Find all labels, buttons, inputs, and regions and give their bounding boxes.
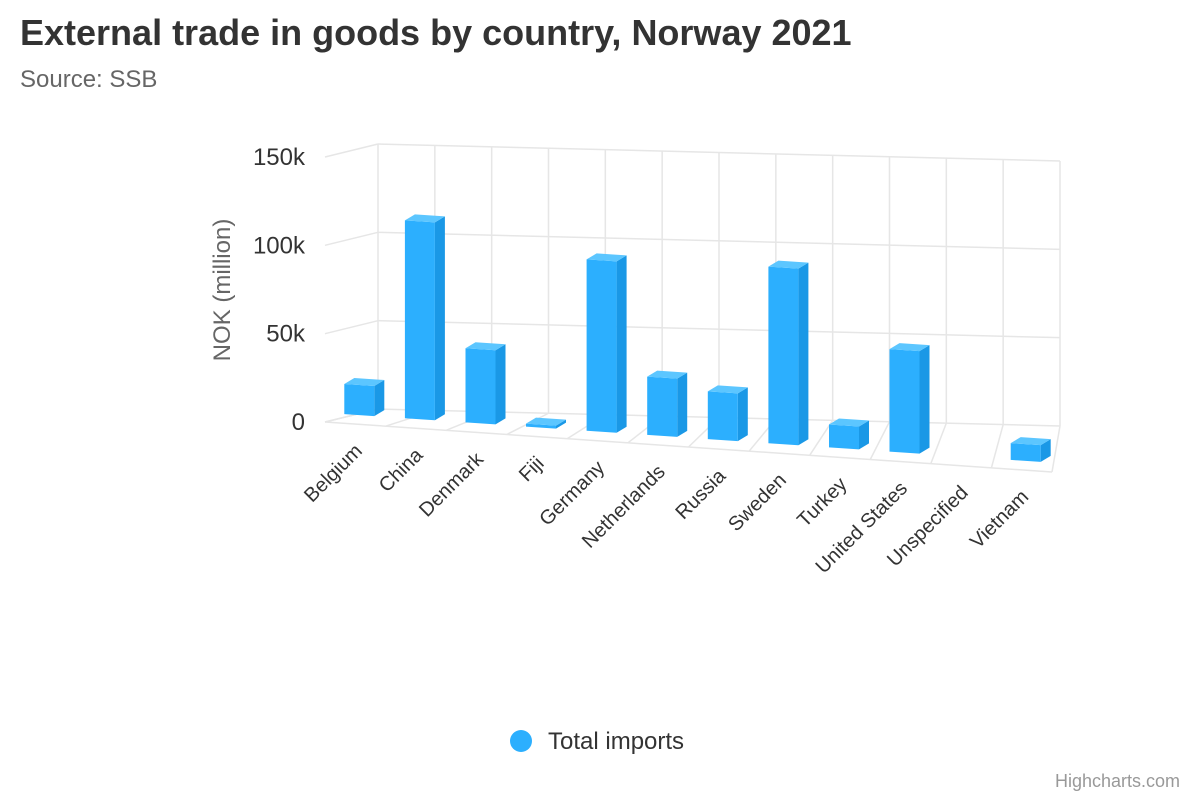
x-tick-label: Vietnam (966, 486, 1033, 553)
bar-top (889, 343, 930, 352)
bar-side (434, 216, 445, 421)
bar-fiji[interactable] (526, 417, 566, 429)
bar-front (707, 391, 738, 442)
bar-side (798, 262, 809, 446)
bar-side (616, 255, 627, 433)
bar-side (556, 419, 566, 429)
bar-front (889, 349, 920, 454)
bar-top (404, 214, 445, 223)
bar-sweden[interactable] (768, 260, 809, 446)
bar-front (465, 348, 496, 425)
legend[interactable]: Total imports (510, 728, 684, 755)
grid-line-floor (809, 419, 834, 456)
y-tick-label: 100k (253, 232, 306, 259)
chart-title: External trade in goods by country, Norw… (20, 12, 852, 53)
x-tick-label: Sweden (724, 469, 791, 536)
bar-side (859, 420, 869, 450)
grid-line-floor (869, 421, 891, 460)
bar-front (647, 376, 678, 437)
bar-top (707, 385, 748, 394)
y-tick-label: 0 (292, 409, 305, 436)
bar-front (404, 220, 435, 421)
bar-front (526, 423, 556, 429)
bar-side (919, 345, 930, 454)
bar-top (465, 342, 506, 351)
bar-top (586, 253, 627, 262)
bar-front (829, 424, 859, 450)
y-tick-label: 150k (253, 144, 306, 171)
bar-side (374, 380, 385, 417)
grid-line-floor (990, 424, 1004, 469)
bar-united-states[interactable] (889, 343, 930, 454)
x-tick-label: Fiji (515, 453, 549, 487)
x-tick-label: Turkey (793, 473, 851, 531)
bar-side (737, 387, 748, 442)
bar-turkey[interactable] (829, 418, 869, 450)
y-axis-ticks: 0 50k 100k 150k (253, 144, 306, 436)
y-axis-title: NOK (million) (209, 219, 236, 362)
bar-side (495, 344, 506, 425)
bar-china[interactable] (404, 214, 445, 421)
floor-front-edge (324, 421, 1053, 473)
grid-line-side (324, 319, 379, 335)
legend-marker-icon (510, 730, 532, 752)
bar-germany[interactable] (586, 253, 627, 433)
bar-top (647, 370, 688, 379)
grid-line-side (324, 231, 379, 247)
bar-top (829, 418, 869, 427)
bar-top (1010, 437, 1051, 446)
bar-russia[interactable] (707, 385, 748, 442)
bar-top (768, 260, 809, 269)
x-tick-label: Russia (672, 464, 731, 523)
x-tick-label: Belgium (300, 440, 367, 507)
y-tick-label: 50k (266, 321, 306, 348)
bar-top (526, 417, 566, 426)
bar-vietnam[interactable] (1010, 437, 1051, 462)
chart-subtitle: Source: SSB (20, 66, 158, 93)
bar-side (677, 372, 688, 437)
bar-front (344, 384, 375, 417)
grid-line-side (324, 143, 379, 158)
bar-netherlands[interactable] (647, 370, 688, 437)
chart-bars[interactable] (344, 214, 1051, 462)
legend-item-total-imports[interactable]: Total imports (548, 728, 684, 755)
credits-link[interactable]: Highcharts.com (1054, 771, 1180, 791)
grid-line-floor (930, 422, 948, 464)
chart-grid (324, 143, 1061, 473)
x-tick-label: China (375, 444, 428, 497)
bar-front (768, 266, 799, 446)
bar-belgium[interactable] (344, 378, 385, 417)
bar-side (1040, 439, 1051, 462)
grid-line-floor (1051, 425, 1061, 473)
bar-top (344, 378, 385, 386)
bar-front (586, 259, 617, 433)
bar-denmark[interactable] (465, 342, 506, 425)
bar-front (1010, 443, 1041, 462)
